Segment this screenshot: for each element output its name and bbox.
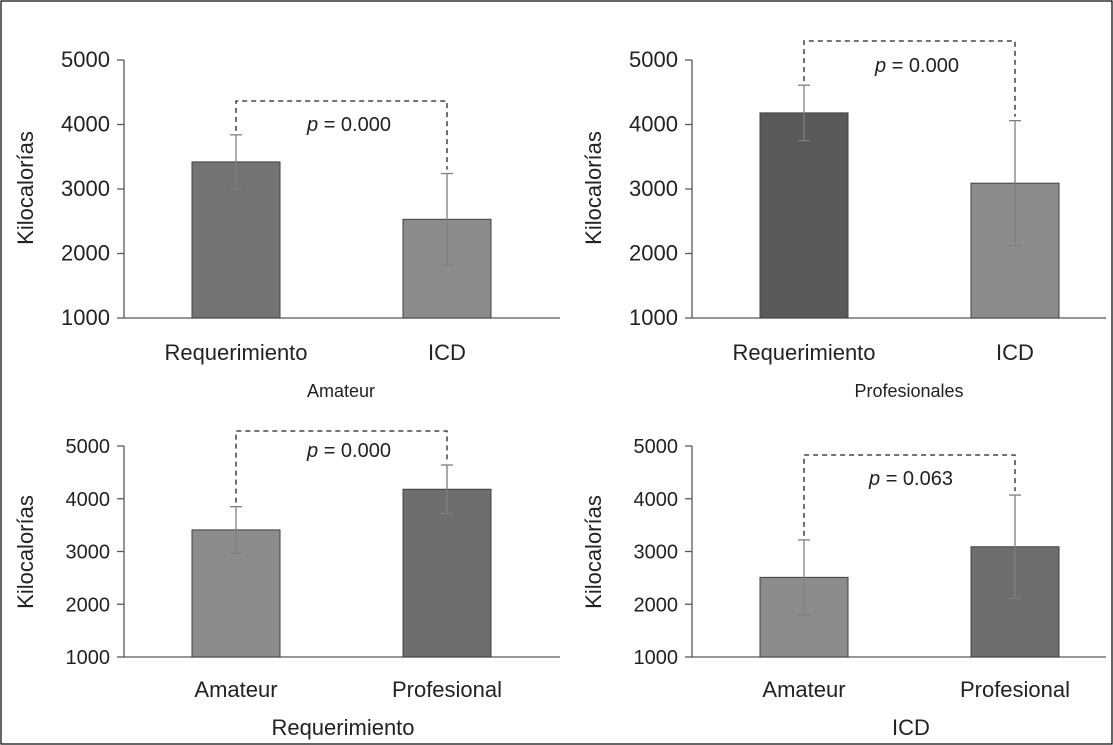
category-label: Profesional (392, 677, 502, 702)
category-label: ICD (428, 340, 466, 365)
p-symbol: p (306, 440, 324, 462)
y-tick-label: 4000 (629, 112, 678, 137)
xlabel: Requerimiento (271, 715, 414, 740)
y-tick-label: 5000 (66, 436, 111, 458)
y-tick-label: 5000 (634, 436, 679, 458)
y-tick-label: 4000 (66, 489, 111, 511)
y-tick-label: 3000 (634, 542, 679, 564)
significance-bracket (235, 430, 448, 503)
y-tick-label: 4000 (634, 489, 679, 511)
y-tick-label: 2000 (634, 594, 679, 616)
p-value-annotation: p = 0.000 (306, 114, 391, 136)
category-label: Requerimiento (164, 340, 307, 365)
y-tick-label: 2000 (629, 241, 678, 266)
ylabel: Kilocalorías (13, 495, 38, 609)
y-tick-label: 3000 (629, 176, 678, 201)
significance-bracket (803, 40, 1016, 117)
p-value: = 0.000 (892, 55, 959, 77)
bar (402, 488, 492, 658)
p-value: = 0.000 (324, 440, 391, 462)
significance-bracket (803, 454, 1016, 536)
category-label: Requerimiento (732, 340, 875, 365)
y-tick-label: 1000 (634, 647, 679, 669)
p-symbol: p (868, 468, 886, 490)
y-tick-label: 1000 (61, 305, 110, 330)
category-label: Amateur (194, 677, 277, 702)
p-value-annotation: p = 0.000 (874, 55, 959, 77)
bar (759, 112, 849, 319)
xlabel: Profesionales (854, 381, 963, 401)
p-value-annotation: p = 0.000 (306, 440, 391, 462)
category-label: Profesional (960, 677, 1070, 702)
ylabel: Kilocalorías (581, 131, 606, 245)
y-tick-label: 1000 (66, 647, 111, 669)
significance-bracket (235, 100, 448, 170)
y-tick-label: 5000 (629, 47, 678, 72)
y-tick-label: 5000 (61, 47, 110, 72)
p-value-annotation: p = 0.063 (868, 468, 953, 490)
y-tick-label: 3000 (66, 542, 111, 564)
category-label: ICD (996, 340, 1034, 365)
chart-requerimiento: Kilocalorías Requerimiento 5000 4000 3000 2… (13, 430, 560, 740)
chart-amateur: Kilocalorías Amateur 5000 4000 3000 2000 100… (13, 47, 560, 401)
p-value: = 0.000 (324, 114, 391, 136)
p-symbol: p (874, 55, 892, 77)
y-tick-label: 2000 (66, 594, 111, 616)
xlabel: Amateur (307, 381, 375, 401)
y-tick-label: 3000 (61, 176, 110, 201)
chart-profesionales: Kilocalorías Profesionales 5000 4000 3000 2… (581, 40, 1106, 401)
p-value: = 0.063 (886, 468, 953, 490)
y-tick-label: 1000 (629, 305, 678, 330)
xlabel: ICD (892, 715, 930, 740)
chart-icd: Kilocalorías ICD 5000 4000 3000 2000 1000 Ama… (581, 436, 1106, 740)
category-label: Amateur (762, 677, 845, 702)
y-tick-label: 2000 (61, 241, 110, 266)
ylabel: Kilocalorías (581, 495, 606, 609)
p-symbol: p (306, 114, 324, 136)
y-tick-label: 4000 (61, 112, 110, 137)
ylabel: Kilocalorías (13, 131, 38, 245)
